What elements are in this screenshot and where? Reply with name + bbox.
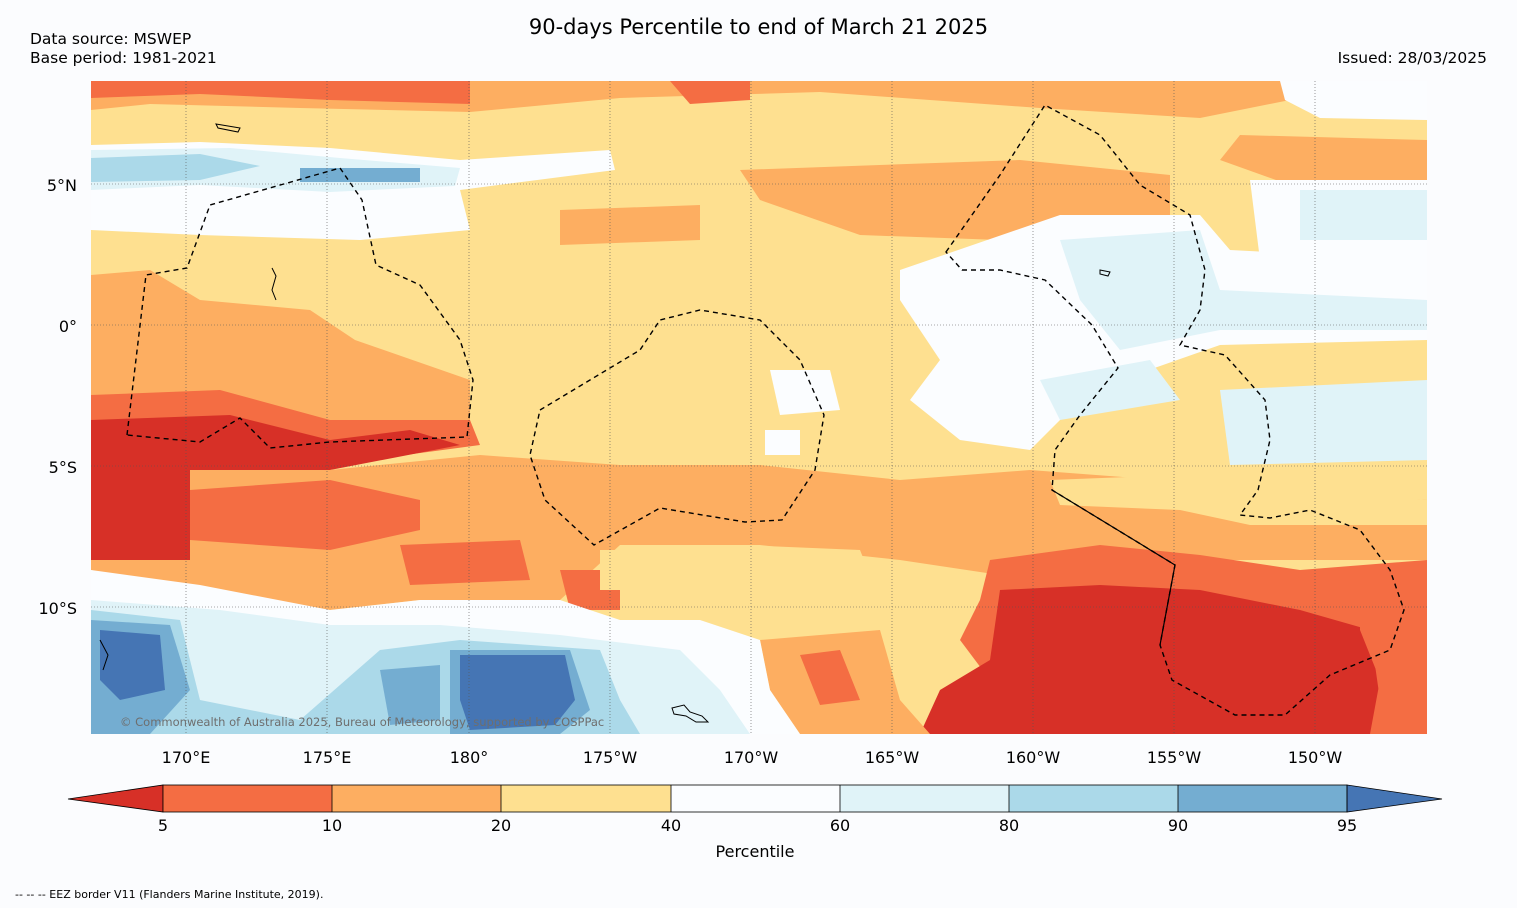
lon-label: 165°W: [865, 748, 920, 767]
colorbar-tick-label: 10: [322, 816, 342, 835]
colorbar-segment-10-20: [332, 785, 501, 812]
eez-border-kiribati-line: [945, 104, 1405, 716]
lon-label: 150°W: [1288, 748, 1343, 767]
island-samoa: [671, 704, 710, 723]
colorbar-dividers: [331, 785, 1179, 812]
field-region-10-20: [560, 205, 700, 245]
field-region-5-10: [800, 650, 860, 705]
island-kiritimati: [1099, 269, 1111, 277]
field-region-40-60: [765, 430, 800, 455]
field-region-40-60: [770, 370, 840, 415]
field-region-20-40: [1050, 475, 1427, 525]
colorbar: 5 10 20 40 60 80 90 95 Percentile: [67, 784, 1443, 861]
field-region-60-80: [1060, 230, 1427, 350]
data-source-info: Data source: MSWEP Base period: 1981-202…: [30, 30, 217, 68]
field-region-60-80: [1040, 360, 1180, 420]
field-region-80-90: [91, 154, 260, 182]
island-marshall: [215, 123, 241, 133]
eez-border-kiribati-phoenix: [529, 309, 825, 546]
colorbar-segment-60-80: [840, 785, 1009, 812]
field-region-10-20: [1220, 135, 1427, 185]
lat-label: 5°N: [47, 176, 77, 195]
field-region-above-95: [460, 655, 575, 730]
lon-label: 170°E: [162, 748, 211, 767]
colorbar-tick-label: 5: [158, 816, 168, 835]
field-region-5-10: [1360, 580, 1427, 734]
lon-label: 170°W: [724, 748, 779, 767]
map-title: 90-days Percentile to end of March 21 20…: [528, 15, 989, 39]
colorbar-tick-label: 95: [1337, 816, 1357, 835]
island-gilbert: [271, 267, 277, 301]
colorbar-segment-80-90: [1009, 785, 1178, 812]
field-region-5-10: [190, 480, 420, 550]
colorbar-segment-5-10: [163, 785, 332, 812]
colorbar-tick-label: 90: [1168, 816, 1188, 835]
colorbar-tick-label: 80: [999, 816, 1019, 835]
solid-boundary: [1051, 489, 1176, 646]
issued-date: Issued: 28/03/2025: [1337, 49, 1487, 67]
island-solomons: [99, 639, 109, 671]
field-region-5-10: [670, 81, 750, 104]
eez-borders: [126, 104, 1405, 716]
field-region-5-10: [400, 540, 530, 585]
field-region-40-60: [1280, 81, 1427, 120]
field-region-above-95: [100, 630, 165, 700]
map-credit: © Commonwealth of Australia 2025, Bureau…: [120, 715, 605, 729]
lon-label: 175°E: [303, 748, 352, 767]
lon-label: 180°: [450, 748, 489, 767]
field-region-below-5: [91, 415, 460, 560]
map-field: [91, 81, 1427, 734]
eez-footnote: -- -- -- EEZ border V11 (Flanders Marine…: [15, 888, 324, 901]
lon-label: 160°W: [1006, 748, 1061, 767]
lat-label: 0°: [59, 317, 77, 336]
lat-label: 5°S: [49, 458, 77, 477]
colorbar-tick-label: 40: [661, 816, 681, 835]
colorbar-segment-20-40: [501, 785, 671, 812]
field-region-60-80: [1300, 190, 1427, 240]
eez-border-kiribati-gilbert: [126, 167, 474, 449]
field-region-90-95: [300, 168, 420, 182]
colorbar-tick-label: 20: [491, 816, 511, 835]
colorbar-segment-40-60: [671, 785, 840, 812]
colorbar-tick-label: 60: [830, 816, 850, 835]
colorbar-segment-90-95: [1178, 785, 1347, 812]
colorbar-extend-low: [67, 784, 164, 813]
field-region-90-95: [380, 665, 440, 725]
base-period-text: Base period: 1981-2021: [30, 49, 217, 67]
boundary-line: [1051, 489, 1176, 646]
lat-label: 10°S: [38, 599, 77, 618]
graticule: [91, 81, 1427, 734]
lon-label: 175°W: [583, 748, 638, 767]
colorbar-title: Percentile: [716, 842, 795, 861]
field-region-60-80: [1220, 380, 1427, 465]
field-region-20-40: [740, 545, 880, 620]
field-region-20-40: [600, 550, 660, 590]
data-source-text: Data source: MSWEP: [30, 30, 192, 48]
colorbar-frame: [162, 784, 1348, 813]
colorbar-extend-high: [1346, 784, 1443, 813]
coastlines: [99, 123, 1111, 723]
field-region-below-5: [920, 585, 1427, 734]
field-region-5-10: [91, 81, 470, 104]
lon-label: 155°W: [1147, 748, 1202, 767]
